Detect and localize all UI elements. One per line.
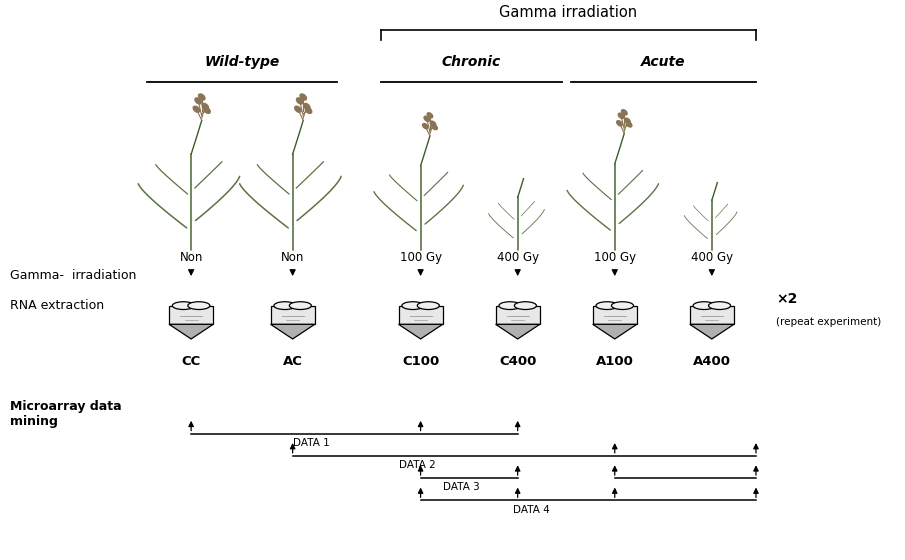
Text: ×2: ×2 [776, 292, 797, 306]
Polygon shape [271, 324, 315, 339]
Ellipse shape [193, 105, 200, 113]
Text: DATA 4: DATA 4 [513, 505, 550, 515]
Bar [690, 306, 734, 324]
Ellipse shape [203, 106, 211, 114]
Text: C400: C400 [499, 354, 537, 368]
Text: CC: CC [182, 354, 201, 368]
Text: (repeat experiment): (repeat experiment) [776, 318, 881, 327]
Text: A400: A400 [693, 354, 731, 368]
Text: Gamma irradiation: Gamma irradiation [500, 6, 637, 20]
Text: Gamma-  irradiation: Gamma- irradiation [10, 269, 137, 282]
Ellipse shape [596, 302, 618, 310]
Ellipse shape [625, 121, 633, 128]
Text: 400 Gy: 400 Gy [691, 251, 733, 264]
Ellipse shape [624, 118, 631, 124]
Text: Non: Non [179, 251, 203, 264]
Ellipse shape [274, 302, 296, 310]
Bar [271, 306, 315, 324]
Text: Wild-type: Wild-type [205, 55, 280, 69]
Text: DATA 1: DATA 1 [292, 438, 329, 448]
Text: Non: Non [281, 251, 304, 264]
Ellipse shape [290, 302, 311, 310]
Ellipse shape [294, 105, 302, 113]
Ellipse shape [417, 302, 439, 310]
Ellipse shape [402, 302, 424, 310]
Ellipse shape [424, 115, 430, 122]
Text: Acute: Acute [641, 55, 686, 69]
Text: DATA 2: DATA 2 [398, 460, 435, 470]
Ellipse shape [612, 302, 634, 310]
Bar [398, 306, 443, 324]
Ellipse shape [709, 302, 730, 310]
Ellipse shape [430, 120, 436, 127]
Polygon shape [398, 324, 443, 339]
Ellipse shape [693, 302, 715, 310]
Ellipse shape [172, 302, 195, 310]
Text: DATA 3: DATA 3 [443, 482, 480, 492]
Text: 400 Gy: 400 Gy [497, 251, 538, 264]
Text: 100 Gy: 100 Gy [594, 251, 636, 264]
Text: Microarray data
mining: Microarray data mining [10, 400, 122, 428]
Ellipse shape [617, 113, 624, 119]
Ellipse shape [514, 302, 537, 310]
Text: RNA extraction: RNA extraction [10, 299, 104, 312]
Ellipse shape [426, 112, 433, 119]
Ellipse shape [431, 124, 438, 130]
Polygon shape [169, 324, 214, 339]
Ellipse shape [621, 109, 628, 116]
Bar [496, 306, 539, 324]
Ellipse shape [201, 102, 209, 110]
Ellipse shape [198, 94, 205, 101]
Ellipse shape [188, 302, 210, 310]
Ellipse shape [296, 97, 303, 105]
Text: A100: A100 [595, 354, 634, 368]
Ellipse shape [499, 302, 521, 310]
Ellipse shape [195, 97, 202, 105]
Ellipse shape [303, 102, 310, 110]
Polygon shape [690, 324, 734, 339]
Text: AC: AC [282, 354, 302, 368]
Bar [593, 306, 637, 324]
Ellipse shape [305, 106, 312, 114]
Ellipse shape [616, 120, 623, 127]
Polygon shape [496, 324, 539, 339]
Ellipse shape [422, 123, 429, 129]
Text: 100 Gy: 100 Gy [399, 251, 442, 264]
Text: C100: C100 [402, 354, 439, 368]
Polygon shape [593, 324, 637, 339]
Ellipse shape [300, 94, 307, 101]
Bar [169, 306, 214, 324]
Text: Chronic: Chronic [442, 55, 501, 69]
